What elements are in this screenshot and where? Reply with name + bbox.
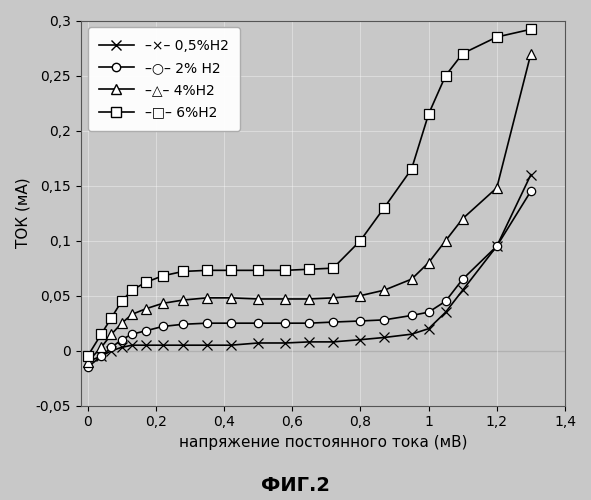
–△– 4%H2: [228, 295, 235, 301]
–○– 2% H2: [203, 320, 210, 326]
–○– 2% H2: [527, 188, 534, 194]
–○– 2% H2: [408, 312, 415, 318]
–□– 6%H2: [330, 265, 337, 271]
–×– 0,5%H2: [493, 243, 501, 249]
–○– 2% H2: [493, 243, 501, 249]
–△– 4%H2: [330, 295, 337, 301]
–□– 6%H2: [425, 111, 432, 117]
–×– 0,5%H2: [108, 348, 115, 354]
–○– 2% H2: [98, 353, 105, 359]
–□– 6%H2: [84, 353, 91, 359]
Y-axis label: ТОК (мА): ТОК (мА): [15, 178, 30, 248]
–○– 2% H2: [459, 276, 466, 282]
–△– 4%H2: [527, 50, 534, 56]
Legend: –×– 0,5%H2, –○– 2% H2, –△– 4%H2, –□– 6%H2: –×– 0,5%H2, –○– 2% H2, –△– 4%H2, –□– 6%H…: [87, 28, 240, 130]
–×– 0,5%H2: [527, 172, 534, 177]
–□– 6%H2: [142, 280, 149, 285]
Line: –□– 6%H2: –□– 6%H2: [83, 24, 536, 361]
–×– 0,5%H2: [128, 342, 135, 348]
–×– 0,5%H2: [84, 358, 91, 364]
–○– 2% H2: [180, 322, 187, 328]
–×– 0,5%H2: [98, 353, 105, 359]
–○– 2% H2: [442, 298, 449, 304]
–×– 0,5%H2: [228, 342, 235, 348]
Line: –○– 2% H2: –○– 2% H2: [83, 187, 535, 372]
–×– 0,5%H2: [425, 326, 432, 332]
–□– 6%H2: [408, 166, 415, 172]
–□– 6%H2: [442, 72, 449, 78]
Line: –×– 0,5%H2: –×– 0,5%H2: [83, 170, 536, 366]
–○– 2% H2: [282, 320, 289, 326]
–×– 0,5%H2: [203, 342, 210, 348]
–○– 2% H2: [255, 320, 262, 326]
–□– 6%H2: [357, 238, 364, 244]
–○– 2% H2: [425, 309, 432, 315]
–△– 4%H2: [425, 260, 432, 266]
–△– 4%H2: [306, 296, 313, 302]
–×– 0,5%H2: [255, 340, 262, 346]
–□– 6%H2: [381, 204, 388, 210]
–○– 2% H2: [142, 328, 149, 334]
–×– 0,5%H2: [357, 336, 364, 342]
–□– 6%H2: [108, 314, 115, 320]
–△– 4%H2: [442, 238, 449, 244]
–×– 0,5%H2: [459, 287, 466, 293]
–○– 2% H2: [228, 320, 235, 326]
–□– 6%H2: [203, 268, 210, 274]
–○– 2% H2: [306, 320, 313, 326]
–○– 2% H2: [381, 317, 388, 323]
–□– 6%H2: [228, 268, 235, 274]
–□– 6%H2: [282, 268, 289, 274]
–△– 4%H2: [203, 295, 210, 301]
–△– 4%H2: [142, 306, 149, 312]
–△– 4%H2: [459, 216, 466, 222]
–×– 0,5%H2: [159, 342, 166, 348]
–○– 2% H2: [128, 331, 135, 337]
–×– 0,5%H2: [142, 342, 149, 348]
Line: –△– 4%H2: –△– 4%H2: [83, 48, 536, 366]
–□– 6%H2: [159, 273, 166, 279]
–○– 2% H2: [84, 364, 91, 370]
–□– 6%H2: [98, 331, 105, 337]
–○– 2% H2: [159, 324, 166, 330]
–△– 4%H2: [84, 358, 91, 364]
–△– 4%H2: [180, 297, 187, 303]
–△– 4%H2: [493, 185, 501, 191]
–□– 6%H2: [306, 266, 313, 272]
–□– 6%H2: [493, 34, 501, 40]
–×– 0,5%H2: [180, 342, 187, 348]
–×– 0,5%H2: [330, 339, 337, 345]
–△– 4%H2: [357, 292, 364, 298]
–△– 4%H2: [282, 296, 289, 302]
–□– 6%H2: [459, 50, 466, 56]
–△– 4%H2: [381, 287, 388, 293]
Text: ФИГ.2: ФИГ.2: [261, 476, 330, 495]
–△– 4%H2: [159, 300, 166, 306]
–△– 4%H2: [255, 296, 262, 302]
–○– 2% H2: [330, 319, 337, 325]
–△– 4%H2: [108, 331, 115, 337]
–△– 4%H2: [98, 344, 105, 350]
–×– 0,5%H2: [118, 344, 125, 350]
–×– 0,5%H2: [282, 340, 289, 346]
–○– 2% H2: [118, 336, 125, 342]
–×– 0,5%H2: [442, 309, 449, 315]
–○– 2% H2: [357, 318, 364, 324]
–□– 6%H2: [255, 268, 262, 274]
–□– 6%H2: [527, 26, 534, 32]
–×– 0,5%H2: [408, 331, 415, 337]
–□– 6%H2: [128, 287, 135, 293]
–×– 0,5%H2: [306, 339, 313, 345]
–△– 4%H2: [128, 312, 135, 318]
–○– 2% H2: [108, 344, 115, 350]
–△– 4%H2: [408, 276, 415, 282]
–□– 6%H2: [118, 298, 125, 304]
–×– 0,5%H2: [381, 334, 388, 340]
–△– 4%H2: [118, 320, 125, 326]
–□– 6%H2: [180, 268, 187, 274]
X-axis label: напряжение постоянного тока (мВ): напряжение постоянного тока (мВ): [178, 435, 467, 450]
